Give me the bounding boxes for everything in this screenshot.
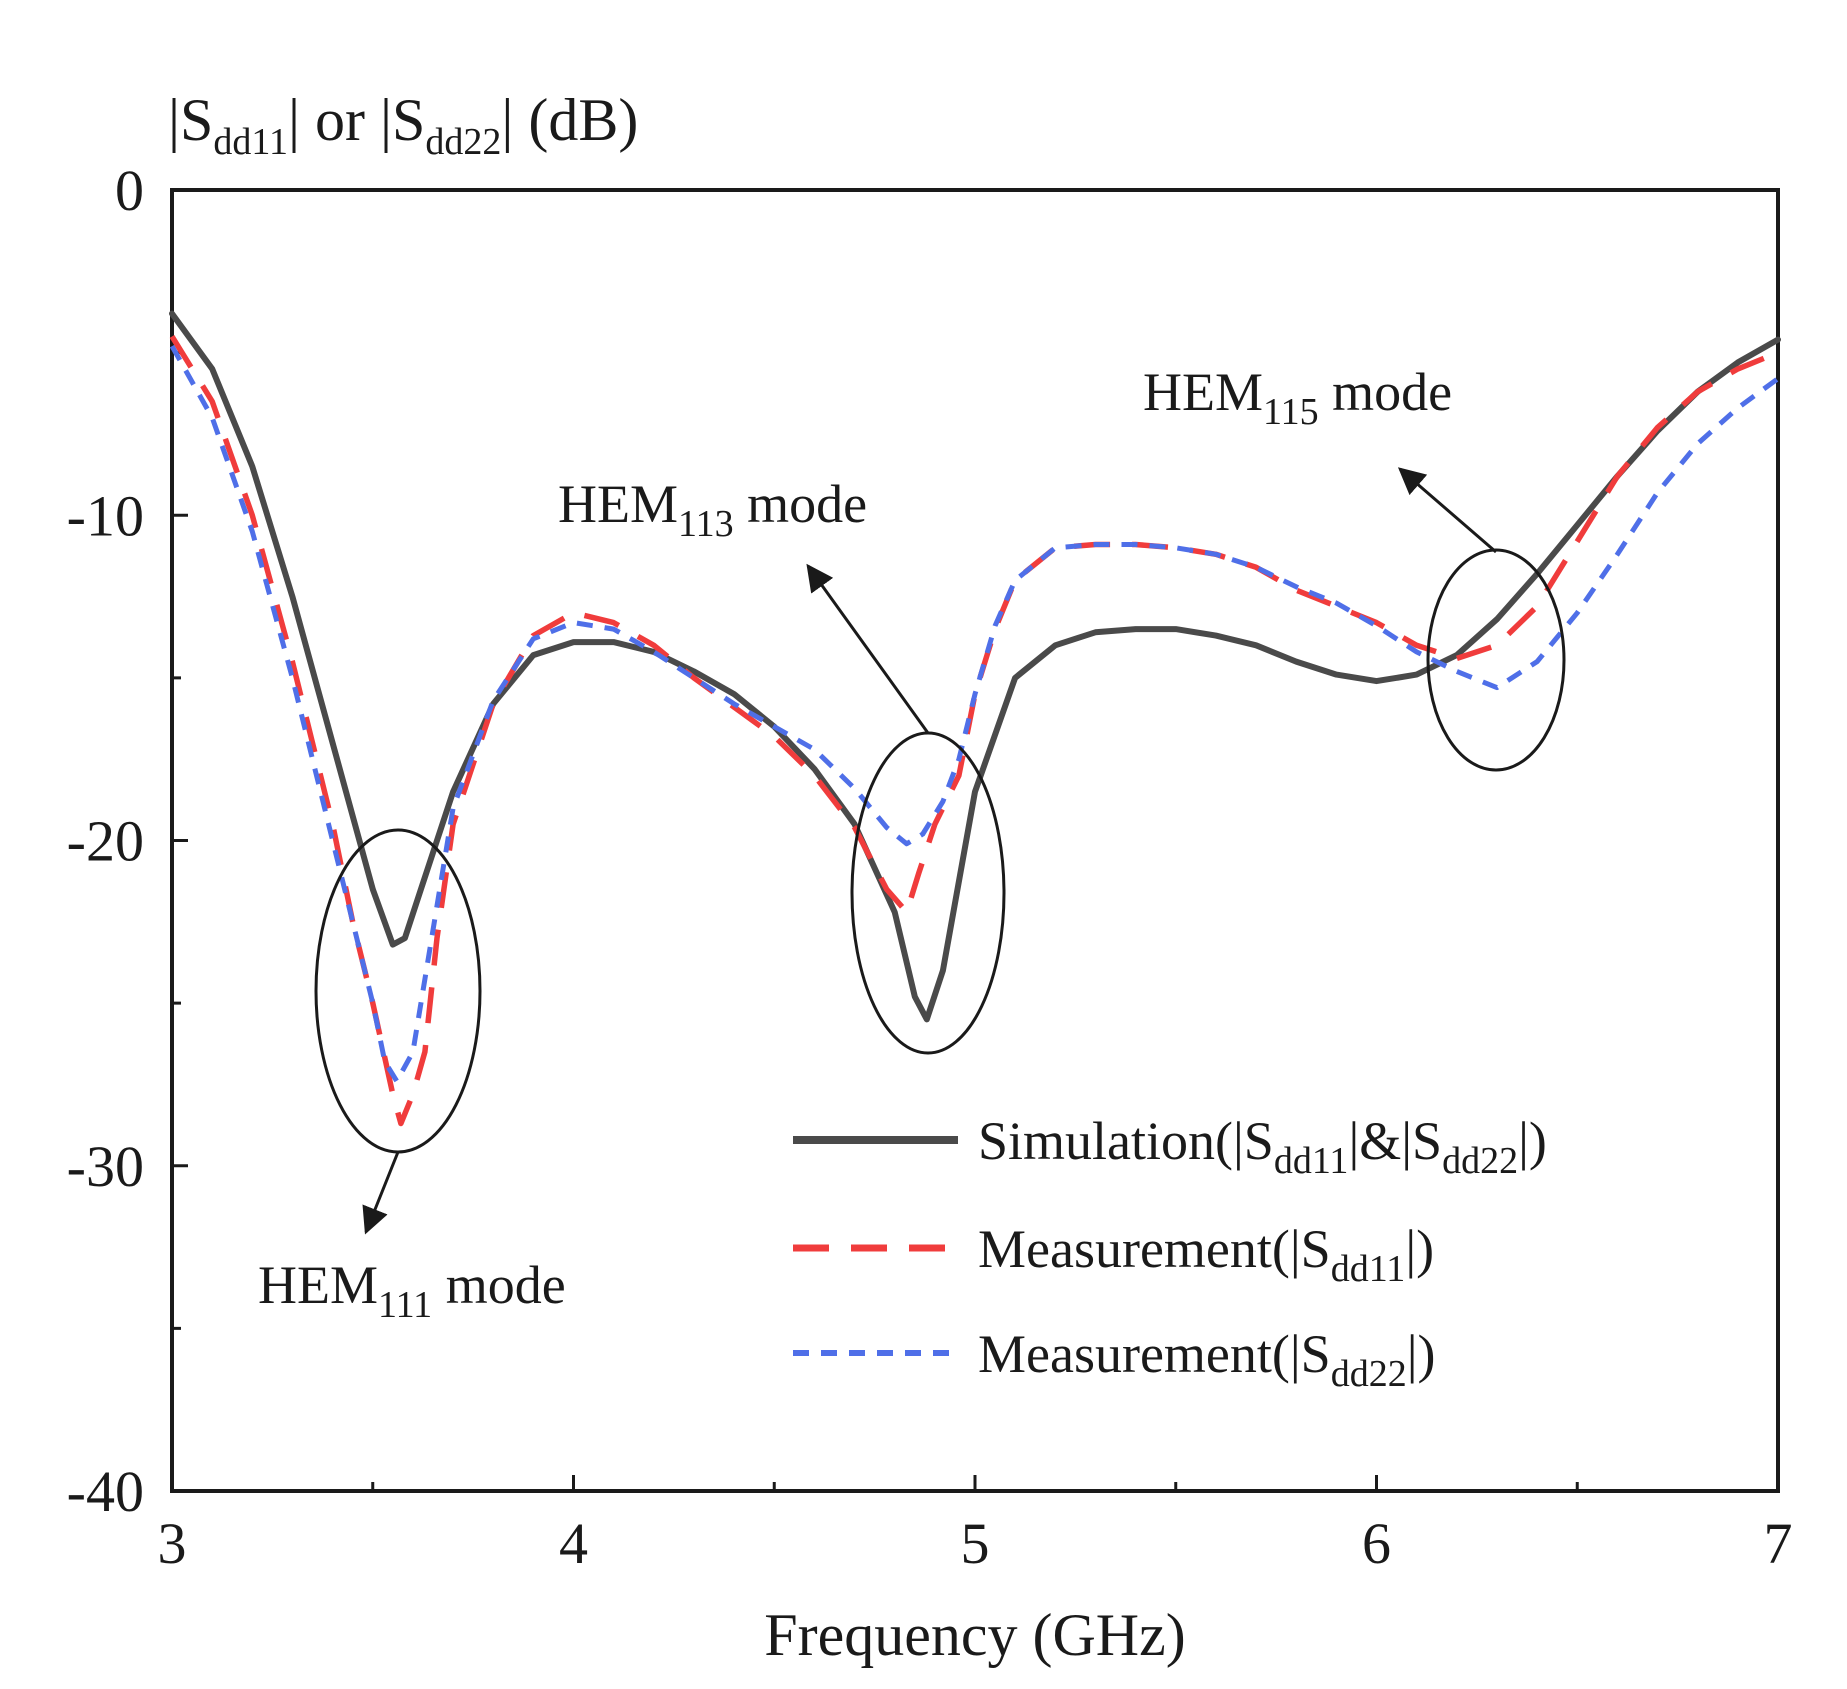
legend-label-measurement-sdd22: Measurement(|Sdd22|) [978, 1324, 1436, 1395]
x-tick-label: 7 [1764, 1511, 1793, 1576]
hem115-arrow [1397, 467, 1497, 554]
legend: Simulation(|Sdd11|&|Sdd22|) Measurement(… [793, 1111, 1547, 1395]
x-axis-title: Frequency (GHz) [764, 1602, 1186, 1668]
x-tick-label: 4 [559, 1511, 588, 1576]
axis-ticks: 3 4 5 6 7 0 -10 -20 -30 -40 [67, 158, 1793, 1576]
x-tick-label: 3 [158, 1511, 187, 1576]
y-tick-label: -40 [67, 1459, 144, 1524]
x-tick-label: 6 [1362, 1511, 1391, 1576]
y-axis-title: |Sdd11| or |Sdd22| (dB) [168, 87, 638, 163]
series-line-simulation-sdd11-sdd22 [169, 310, 1781, 1023]
hem111-label: HEM111 mode [258, 1255, 566, 1326]
x-tick-label: 5 [961, 1511, 990, 1576]
y-tick-label: -30 [67, 1134, 144, 1199]
series-line-measurement-sdd11 [169, 334, 1780, 1127]
y-tick-label: -20 [67, 809, 144, 874]
hem113-arrow [806, 563, 930, 734]
hem111-highlight-ellipse [314, 828, 482, 1154]
legend-label-simulation: Simulation(|Sdd11|&|Sdd22|) [978, 1111, 1547, 1182]
data-series [169, 310, 1781, 1127]
y-tick-label: 0 [115, 158, 144, 223]
hem113-label: HEM113 mode [558, 474, 867, 545]
hem115-label: HEM115 mode [1143, 362, 1452, 433]
y-tick-label: -10 [67, 483, 144, 548]
hem111-arrow [362, 1151, 400, 1235]
hem113-highlight-ellipse [850, 731, 1006, 1055]
hem115-highlight-ellipse [1426, 548, 1566, 772]
legend-label-measurement-sdd11: Measurement(|Sdd11|) [978, 1219, 1434, 1290]
series-line-measurement-sdd22 [169, 344, 1780, 1084]
